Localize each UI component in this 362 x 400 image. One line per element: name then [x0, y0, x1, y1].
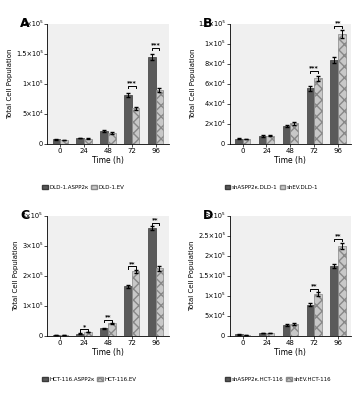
Bar	[84, 139, 92, 144]
Legend: HCT-116.ASPP2κ, HCT-116.EV: HCT-116.ASPP2κ, HCT-116.EV	[40, 375, 139, 384]
Bar	[307, 88, 314, 144]
Bar	[235, 138, 243, 144]
Bar	[108, 323, 115, 336]
Legend: shASPP2κ.HCT-116, shEV.HCT-116: shASPP2κ.HCT-116, shEV.HCT-116	[223, 375, 333, 384]
Bar	[331, 60, 338, 144]
Bar	[60, 140, 68, 144]
Bar	[338, 246, 346, 336]
Bar	[314, 78, 322, 144]
Bar	[307, 305, 314, 336]
Text: A: A	[20, 17, 30, 30]
Bar	[124, 286, 132, 336]
Bar	[76, 334, 84, 336]
Text: **: **	[311, 283, 317, 288]
X-axis label: Time (h): Time (h)	[274, 156, 306, 164]
X-axis label: Time (h): Time (h)	[92, 348, 124, 356]
Text: *: *	[83, 324, 86, 329]
Bar	[338, 34, 346, 144]
Bar	[243, 335, 250, 336]
Bar	[314, 294, 322, 336]
Text: ***: ***	[151, 42, 160, 47]
Bar	[243, 139, 250, 144]
Bar	[148, 57, 156, 144]
X-axis label: Time (h): Time (h)	[274, 348, 306, 356]
Y-axis label: Total Cell Population: Total Cell Population	[190, 49, 195, 119]
Text: C: C	[20, 209, 29, 222]
Text: D: D	[203, 209, 213, 222]
Bar	[283, 126, 290, 144]
Text: **: **	[335, 20, 341, 25]
Legend: shASPP2κ.DLD-1, shEV.DLD-1: shASPP2κ.DLD-1, shEV.DLD-1	[223, 183, 321, 192]
Bar	[290, 324, 298, 336]
Bar	[148, 228, 156, 336]
Text: **: **	[152, 217, 159, 222]
Bar	[100, 131, 108, 144]
Bar	[100, 328, 108, 336]
Bar	[84, 332, 92, 336]
X-axis label: Time (h): Time (h)	[92, 156, 124, 164]
Bar	[132, 272, 139, 336]
Bar	[156, 268, 163, 336]
Legend: DLD-1.ASPP2κ, DLD-1.EV: DLD-1.ASPP2κ, DLD-1.EV	[40, 183, 126, 192]
Text: ***: ***	[127, 80, 136, 85]
Bar	[156, 90, 163, 144]
Bar	[266, 333, 274, 336]
Bar	[76, 138, 84, 144]
Bar	[52, 139, 60, 144]
Text: **: **	[105, 314, 111, 320]
Bar	[259, 333, 266, 336]
Bar	[124, 95, 132, 144]
Bar	[331, 266, 338, 336]
Y-axis label: Total Cell Population: Total Cell Population	[189, 241, 195, 311]
Bar	[52, 335, 60, 336]
Y-axis label: Total Cell Population: Total Cell Population	[7, 49, 13, 119]
Text: B: B	[203, 17, 212, 30]
Bar	[108, 133, 115, 144]
Text: ***: ***	[309, 65, 319, 70]
Bar	[266, 136, 274, 144]
Bar	[235, 334, 243, 336]
Y-axis label: Total Cell Population: Total Cell Population	[13, 241, 19, 311]
Bar	[259, 136, 266, 144]
Text: **: **	[335, 234, 341, 238]
Text: **: **	[129, 261, 135, 266]
Bar	[283, 325, 290, 336]
Bar	[290, 123, 298, 144]
Bar	[132, 108, 139, 144]
Bar	[60, 335, 68, 336]
